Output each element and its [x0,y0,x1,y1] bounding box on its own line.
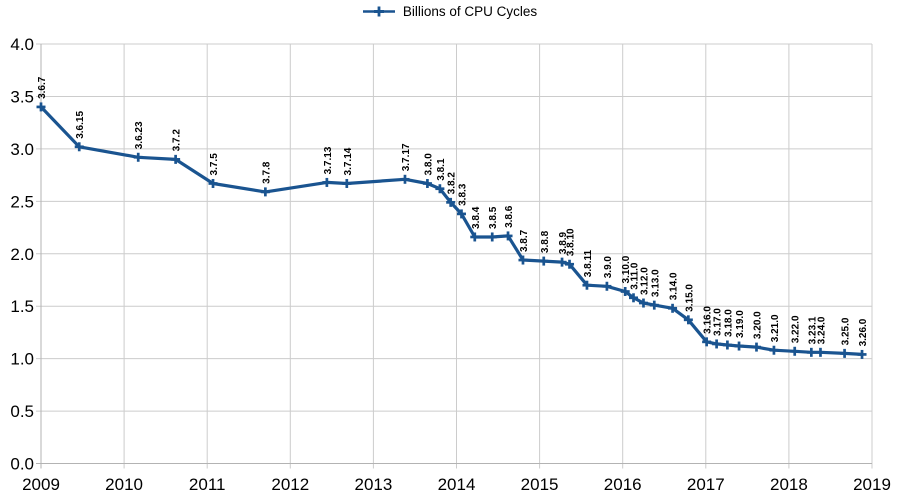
data-point-label: 3.26.0 [858,318,869,346]
x-tick-label: 2015 [521,475,559,494]
data-point-label: 3.8.8 [540,230,551,253]
data-point-label: 3.15.0 [684,284,695,312]
data-point-label: 3.8.11 [583,250,594,278]
legend-series-label: Billions of CPU Cycles [402,4,538,19]
data-point-label: 3.9.0 [603,256,614,279]
y-tick-label: 1.5 [10,297,34,316]
x-tick-label: 2012 [271,475,309,494]
y-tick-label: 3.5 [10,87,34,106]
data-point-label: 3.7.17 [401,143,412,171]
data-point-label: 3.7.2 [172,129,183,152]
y-tick-label: 2.0 [10,245,34,264]
data-point-label: 3.7.8 [261,161,272,184]
data-point-label: 3.17.0 [713,308,724,336]
data-point-label: 3.11.0 [630,262,641,290]
x-tick-label: 2017 [687,475,725,494]
line-plus-marker-icon [362,6,395,17]
x-tick-label: 2009 [22,475,60,494]
y-tick-label: 3.0 [10,140,34,159]
data-point-label: 3.12.0 [639,267,650,295]
data-point-label: 3.24.0 [816,316,827,344]
data-point-label: 3.13.0 [650,269,661,297]
x-tick-label: 2010 [105,475,143,494]
data-point-label: 3.8.7 [519,229,530,252]
data-point-label: 3.8.0 [423,153,434,176]
x-tick-label: 2016 [604,475,642,494]
data-point-label: 3.8.10 [566,228,577,256]
data-point-label: 3.19.0 [735,310,746,338]
data-point-label: 3.8.3 [457,183,468,206]
data-point-label: 3.7.14 [343,147,354,175]
data-point-label: 3.21.0 [770,314,781,342]
y-tick-label: 4.0 [10,35,34,54]
chart-legend: Billions of CPU Cycles [0,4,899,19]
y-tick-label: 2.5 [10,192,34,211]
x-tick-label: 2011 [189,475,226,494]
x-tick-label: 2013 [354,475,392,494]
data-point-label: 3.18.0 [723,309,734,337]
x-tick-label: 2018 [770,475,808,494]
y-tick-label: 1.0 [10,350,34,369]
data-point-label: 3.8.2 [447,172,458,195]
data-point-label: 3.8.9 [558,231,569,254]
data-point-label: 3.8.4 [471,206,482,229]
data-point-label: 3.8.5 [488,206,499,229]
data-point-label: 3.22.0 [791,315,802,343]
data-point-label: 3.7.13 [323,146,334,174]
data-point-label: 3.6.15 [75,111,86,139]
x-tick-label: 2019 [853,475,891,494]
x-tick-label: 2014 [438,475,476,494]
data-point-label: 3.25.0 [841,317,852,345]
data-point-label: 3.23.1 [807,316,818,344]
data-point-label: 3.16.0 [703,306,714,334]
data-point-label: 3.7.5 [209,153,220,176]
data-point-label: 3.8.1 [436,158,447,181]
y-tick-label: 0.5 [10,402,34,421]
data-point-label: 3.14.0 [669,272,680,300]
y-tick-label: 0.0 [10,455,34,474]
data-point-label: 3.8.6 [504,205,515,228]
data-point-label: 3.6.23 [134,121,145,149]
data-point-label: 3.10.0 [621,255,632,283]
data-point-label: 3.20.0 [752,311,763,339]
data-point-label: 3.6.7 [37,76,48,99]
